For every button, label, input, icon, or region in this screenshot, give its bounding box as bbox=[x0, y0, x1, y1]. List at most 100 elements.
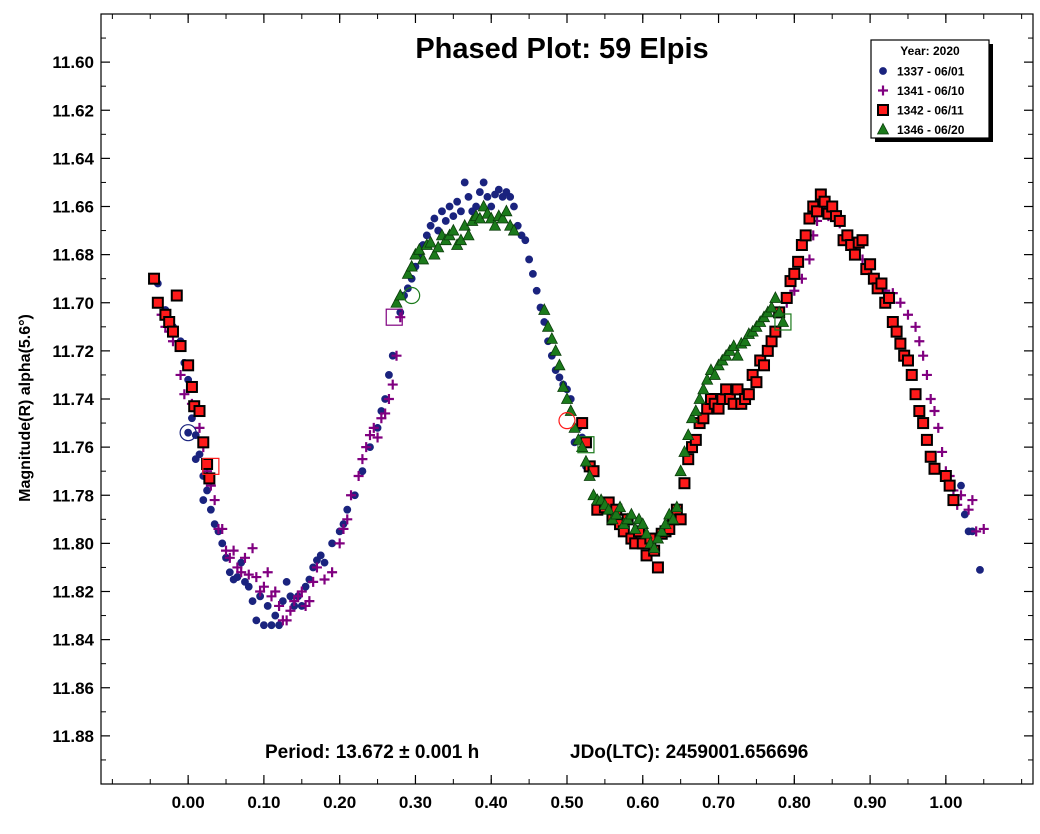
data-point-series-4 bbox=[647, 541, 661, 554]
data-point-series-2 bbox=[368, 422, 379, 433]
data-point-series-3 bbox=[166, 325, 179, 338]
data-point-series-1 bbox=[441, 217, 450, 225]
legend: Year: 2020 1337 - 06/01 1341 - 06/10 1342 … bbox=[870, 39, 993, 142]
data-point-series-4 bbox=[640, 526, 653, 539]
data-point-series-4 bbox=[610, 507, 623, 520]
y-axis-label: Magnitude(R) alpha(5.6°) bbox=[17, 314, 34, 502]
data-point-series-4 bbox=[545, 331, 559, 344]
data-point-series-1 bbox=[252, 616, 261, 625]
data-point-series-4 bbox=[549, 344, 562, 356]
x-tick-label: 0.70 bbox=[702, 793, 735, 812]
jdo-annotation: JDo(LTC): 2459001.656696 bbox=[570, 742, 808, 763]
highlighted-points bbox=[179, 286, 792, 475]
data-point-series-2 bbox=[395, 312, 406, 323]
data-point-series-1 bbox=[426, 221, 435, 230]
data-point-series-1 bbox=[525, 255, 534, 264]
data-point-series-3 bbox=[193, 405, 206, 418]
data-point-series-2 bbox=[239, 552, 250, 563]
data-point-series-3 bbox=[587, 465, 600, 478]
highlight-square bbox=[774, 313, 792, 331]
data-point-series-2 bbox=[342, 514, 353, 525]
data-point-series-2 bbox=[236, 567, 247, 578]
data-point-series-2 bbox=[921, 369, 932, 380]
data-point-series-2 bbox=[902, 309, 913, 320]
data-point-series-4 bbox=[666, 512, 680, 525]
y-tick-label: 11.60 bbox=[52, 53, 94, 72]
data-point-series-2 bbox=[179, 389, 190, 400]
data-point-series-4 bbox=[500, 204, 513, 217]
data-point-series-2 bbox=[937, 446, 948, 457]
legend-label-series-3: 1342 - 06/11 bbox=[897, 104, 964, 118]
data-point-series-2 bbox=[296, 586, 307, 597]
data-point-series-3 bbox=[148, 272, 161, 285]
data-point-series-3 bbox=[905, 368, 918, 381]
data-point-series-4 bbox=[689, 404, 702, 416]
data-point-series-2 bbox=[804, 254, 815, 265]
data-point-series-3 bbox=[170, 289, 183, 302]
data-point-series-2 bbox=[247, 543, 258, 554]
x-tick-label: 0.30 bbox=[399, 793, 432, 812]
data-point-series-2 bbox=[387, 379, 398, 390]
data-point-series-1 bbox=[271, 611, 280, 620]
data-point-series-1 bbox=[457, 207, 465, 216]
data-point-series-4 bbox=[708, 368, 721, 380]
data-point-series-3 bbox=[841, 229, 854, 242]
data-point-series-3 bbox=[792, 255, 805, 268]
data-point-series-1 bbox=[206, 505, 215, 514]
data-point-series-1 bbox=[529, 269, 537, 278]
data-point-series-3 bbox=[750, 376, 763, 389]
data-point-series-4 bbox=[682, 428, 695, 440]
data-point-series-4 bbox=[538, 303, 551, 315]
data-point-series-3 bbox=[780, 291, 793, 304]
data-point-series-3 bbox=[883, 291, 896, 304]
data-point-series-2 bbox=[304, 596, 315, 607]
data-point-series-4 bbox=[731, 348, 744, 361]
data-points bbox=[148, 178, 989, 630]
x-tick-label: 1.00 bbox=[929, 793, 962, 812]
data-point-series-3 bbox=[920, 433, 933, 446]
highlight-square bbox=[202, 457, 220, 475]
x-tick-label: 0.10 bbox=[247, 793, 280, 812]
data-point-series-3 bbox=[943, 479, 956, 492]
data-point-series-1 bbox=[233, 573, 242, 581]
data-point-series-1 bbox=[358, 467, 367, 476]
data-point-series-2 bbox=[361, 442, 372, 453]
data-point-series-3 bbox=[163, 316, 176, 328]
data-point-series-1 bbox=[275, 621, 283, 630]
data-point-series-4 bbox=[496, 211, 509, 224]
data-point-series-4 bbox=[693, 392, 706, 404]
data-point-series-3 bbox=[765, 335, 778, 348]
data-point-series-3 bbox=[894, 337, 907, 350]
data-point-series-1 bbox=[237, 558, 246, 567]
data-point-series-3 bbox=[678, 477, 691, 490]
data-point-series-2 bbox=[311, 562, 322, 573]
data-point-series-1 bbox=[521, 236, 530, 245]
data-point-series-3 bbox=[909, 388, 922, 401]
data-point-series-2 bbox=[978, 523, 989, 534]
data-point-series-4 bbox=[462, 228, 475, 241]
highlight-circle bbox=[179, 424, 197, 442]
data-point-series-1 bbox=[301, 582, 310, 591]
data-point-series-2 bbox=[319, 574, 330, 585]
data-point-series-4 bbox=[432, 240, 445, 253]
data-point-series-2 bbox=[933, 422, 944, 433]
data-point-series-4 bbox=[447, 223, 460, 236]
legend-label-series-2: 1341 - 06/10 bbox=[897, 84, 965, 98]
data-point-series-2 bbox=[224, 552, 235, 563]
y-tick-label: 11.76 bbox=[52, 438, 94, 457]
data-point-series-3 bbox=[848, 248, 861, 261]
data-point-series-3 bbox=[856, 234, 869, 247]
data-point-series-4 bbox=[416, 252, 430, 265]
data-point-series-3 bbox=[712, 402, 725, 415]
data-point-series-1 bbox=[957, 481, 965, 490]
data-point-series-1 bbox=[960, 510, 969, 519]
data-point-series-1 bbox=[248, 597, 257, 606]
data-point-series-3 bbox=[731, 383, 744, 396]
data-point-series-4 bbox=[697, 382, 710, 395]
data-point-series-3 bbox=[928, 462, 941, 475]
data-point-series-1 bbox=[472, 202, 480, 211]
legend-marker-series-3 bbox=[877, 104, 889, 116]
data-point-series-1 bbox=[475, 188, 484, 196]
data-point-series-1 bbox=[510, 202, 518, 211]
